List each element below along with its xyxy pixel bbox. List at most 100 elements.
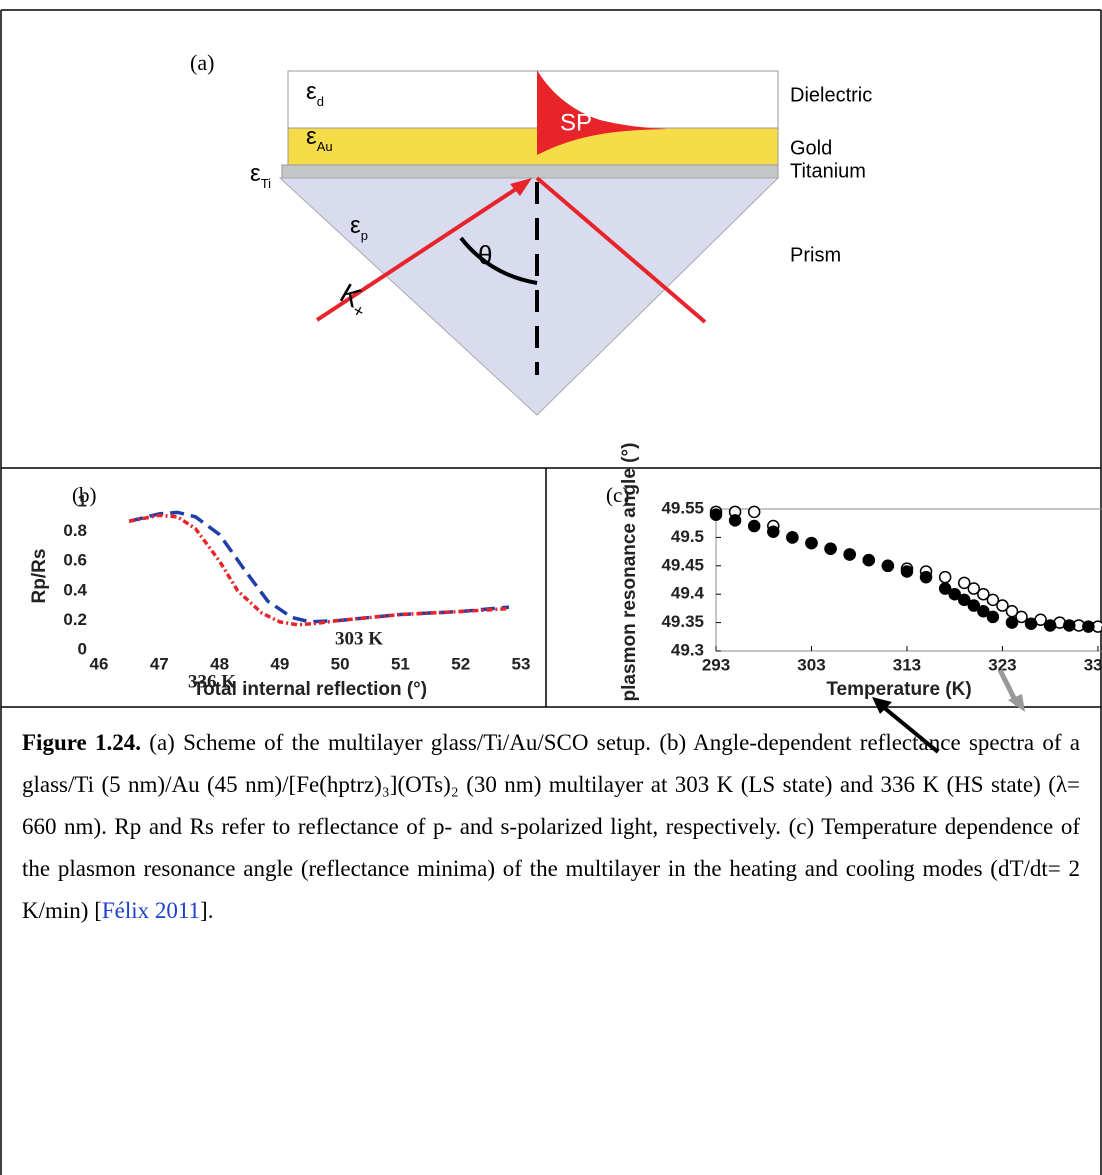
subscript: p (361, 228, 368, 243)
symbol: ε (306, 78, 317, 105)
caption-text: ]. (200, 898, 214, 923)
data-point (1024, 617, 1038, 630)
y-tick-label: 0.2 (63, 610, 87, 629)
arrow-head (1008, 694, 1025, 712)
arrow-head (510, 178, 532, 196)
data-point (805, 536, 818, 550)
panel-label: (b) (72, 483, 97, 507)
x-tick-label: 46 (90, 654, 109, 673)
caption-text: (a) Scheme of the multilayer glass/Ti/Au… (22, 730, 1080, 923)
data-point (996, 599, 1009, 612)
x-tick-label: 51 (391, 654, 410, 673)
permittivity: εAu (306, 123, 333, 154)
permittivity: εp (350, 212, 368, 243)
data-point (986, 593, 1000, 607)
gold-layer (287, 127, 779, 166)
data-point (957, 576, 971, 590)
sp-label: SP (560, 109, 592, 136)
frame (0, 9, 1102, 1175)
panel-label: (c) (606, 483, 629, 507)
series-label: 336 K (188, 671, 236, 692)
caption-label: Figure 1.24. (22, 730, 142, 755)
titanium-layer (281, 164, 779, 179)
data-point (747, 519, 761, 533)
data-point (1043, 619, 1057, 632)
x-tick-label: 49 (270, 654, 289, 673)
x-tick-label: 48 (210, 654, 229, 673)
chart: (b) 46 47 48 49 50 51 52 53 0 0.2 0.4 0.6 0.8 1 Total i… (29, 483, 530, 700)
data-point (967, 599, 981, 612)
layer-label: Dielectric (790, 84, 872, 106)
arrow-head (872, 697, 892, 714)
x-tick-label: 52 (451, 654, 470, 673)
y-tick-label: 49.3 (671, 640, 704, 659)
x-tick-label: 313 (893, 655, 921, 674)
y-tick-label: 49.35 (661, 612, 704, 631)
y-tick-label: 49.55 (661, 498, 704, 517)
x-axis-label: Total internal reflection (°) (193, 679, 427, 700)
diagram: (a) εd εAu εTi εp SP θ K+ Dielectric Gol… (190, 50, 872, 416)
y-tick-label: 49.45 (661, 555, 704, 574)
data-point (938, 570, 952, 584)
data-point (728, 514, 742, 527)
y-tick-label: 1 (78, 491, 87, 510)
data-point (881, 559, 895, 573)
data-point (843, 548, 856, 561)
symbol: ε (306, 123, 317, 150)
symbol: ε (250, 160, 261, 187)
data-line (128, 510, 510, 624)
data-point (709, 508, 723, 521)
subscript: d (317, 94, 324, 109)
data-point (767, 525, 780, 538)
data-point (1015, 610, 1028, 624)
data-point (967, 582, 981, 595)
layer-label: Titanium (790, 160, 866, 182)
data-point (862, 553, 876, 567)
y-tick-label: 49.5 (671, 527, 704, 546)
x-tick-label: 303 (797, 655, 825, 674)
permittivity: εd (306, 78, 324, 109)
permittivity: εTi (250, 160, 271, 191)
y-tick-label: 49.4 (671, 584, 705, 603)
angle-label: θ (478, 240, 492, 270)
caption: Figure 1.24. (a) Scheme of the multilaye… (22, 722, 1080, 932)
x-tick-label: 333 (1084, 655, 1102, 674)
layer-label: Prism (790, 244, 841, 266)
x-tick-label: 50 (331, 654, 350, 673)
reflected-beam (535, 176, 707, 324)
y-tick-label: 0 (78, 639, 87, 658)
data-point (977, 604, 990, 618)
data-point (1005, 616, 1019, 629)
symbol: ε (350, 212, 361, 239)
layer-label: Gold (790, 137, 832, 159)
data-line (128, 513, 510, 627)
data-point (786, 531, 799, 544)
data-point (938, 582, 952, 595)
chart: (c) 293 303 313 323 333 49.3 49.35 49.4 49.45 49.5… (606, 443, 1102, 702)
x-tick-label: 293 (702, 655, 730, 674)
data-point (900, 565, 914, 578)
data-point (747, 505, 761, 519)
y-axis-label: Rp/Rs (29, 549, 50, 604)
data-point (824, 542, 837, 556)
data-point (1082, 620, 1095, 633)
subscript: Au (317, 139, 333, 154)
series-label: 303 K (335, 628, 383, 649)
subscript: Ti (261, 176, 271, 191)
y-tick-label: 0.8 (63, 521, 87, 540)
surface-plasmon (537, 70, 668, 155)
angle-arc (459, 236, 538, 285)
x-tick-label: 53 (512, 654, 531, 673)
data-point (977, 587, 990, 601)
y-axis-label: plasmon resonance angle (°) (619, 443, 640, 702)
panel-label: (a) (190, 50, 214, 75)
dielectric-layer (287, 70, 779, 129)
x-axis-label: Temperature (K) (826, 679, 971, 700)
data-point (919, 570, 933, 584)
data-point (957, 593, 971, 607)
y-tick-label: 0.6 (63, 551, 87, 570)
citation-link[interactable]: Félix 2011 (101, 898, 201, 923)
x-tick-label: 323 (988, 655, 1016, 674)
